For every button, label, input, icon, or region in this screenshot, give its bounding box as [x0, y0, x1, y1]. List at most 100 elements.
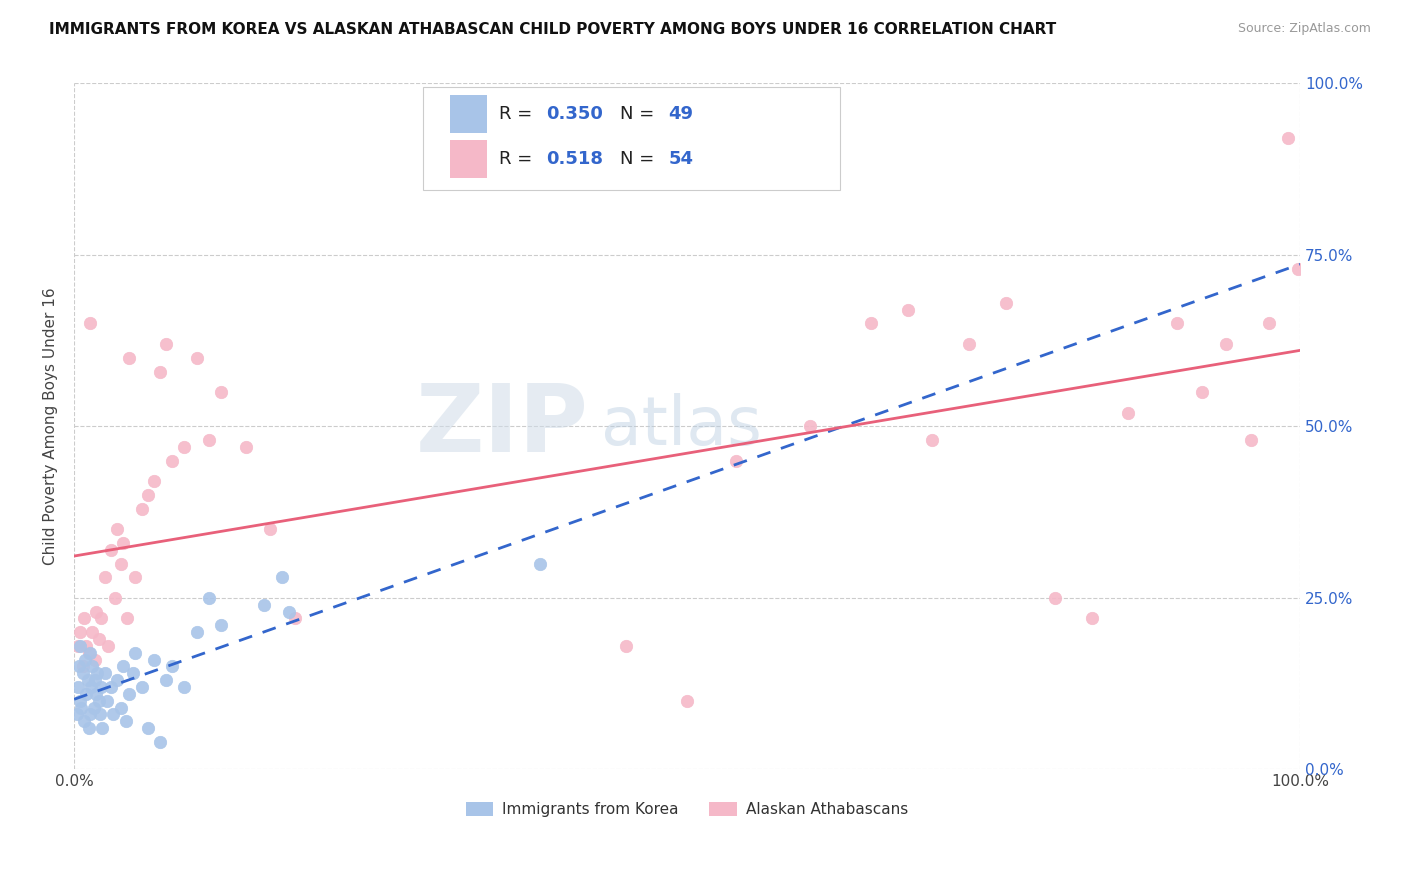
Point — [1258, 317, 1281, 331]
Point — [82, 659, 104, 673]
Text: 0.350: 0.350 — [546, 105, 603, 123]
Point — [118, 687, 141, 701]
Point — [277, 605, 299, 619]
Point — [160, 659, 183, 673]
Point — [97, 639, 120, 653]
Point — [253, 598, 276, 612]
Point — [72, 666, 94, 681]
Point — [90, 611, 112, 625]
Point — [1080, 611, 1102, 625]
Point — [1191, 385, 1213, 400]
Point — [77, 646, 100, 660]
Point — [84, 673, 107, 687]
Point — [859, 317, 882, 331]
Point — [142, 475, 165, 489]
Text: R =: R = — [499, 150, 544, 168]
FancyBboxPatch shape — [423, 87, 841, 190]
Point — [284, 611, 307, 625]
Point — [155, 673, 177, 687]
Point — [75, 652, 97, 666]
Point — [69, 625, 91, 640]
Point — [725, 453, 748, 467]
Text: atlas: atlas — [602, 393, 762, 459]
Point — [198, 433, 221, 447]
Point — [676, 694, 699, 708]
Point — [114, 714, 136, 729]
Point — [131, 501, 153, 516]
Point — [77, 721, 100, 735]
Point — [73, 611, 96, 625]
Text: Source: ZipAtlas.com: Source: ZipAtlas.com — [1237, 22, 1371, 36]
Point — [235, 440, 257, 454]
Point — [897, 302, 920, 317]
Point — [91, 721, 114, 735]
Text: N =: N = — [620, 105, 659, 123]
Point — [79, 646, 101, 660]
Point — [86, 666, 108, 681]
Point — [131, 680, 153, 694]
Point — [84, 652, 107, 666]
Y-axis label: Child Poverty Among Boys Under 16: Child Poverty Among Boys Under 16 — [44, 287, 58, 566]
FancyBboxPatch shape — [450, 95, 488, 133]
Point — [1277, 131, 1299, 145]
Text: R =: R = — [499, 105, 538, 123]
Point — [93, 666, 115, 681]
Point — [67, 659, 90, 673]
Point — [83, 700, 105, 714]
Point — [75, 639, 97, 653]
Point — [96, 694, 118, 708]
Point — [122, 666, 145, 681]
Text: IMMIGRANTS FROM KOREA VS ALASKAN ATHABASCAN CHILD POVERTY AMONG BOYS UNDER 16 CO: IMMIGRANTS FROM KOREA VS ALASKAN ATHABAS… — [49, 22, 1056, 37]
Point — [76, 673, 98, 687]
Point — [155, 337, 177, 351]
Point — [994, 296, 1017, 310]
Point — [921, 433, 943, 447]
Point — [209, 618, 232, 632]
Point — [73, 714, 96, 729]
Point — [1118, 406, 1140, 420]
Point — [136, 721, 159, 735]
Point — [87, 632, 110, 646]
Text: 54: 54 — [669, 150, 693, 168]
Legend: Immigrants from Korea, Alaskan Athabascans: Immigrants from Korea, Alaskan Athabasca… — [460, 796, 914, 823]
Point — [173, 680, 195, 694]
Point — [957, 337, 980, 351]
Point — [614, 639, 637, 653]
Point — [82, 625, 104, 640]
Point — [1215, 337, 1237, 351]
Text: 0.518: 0.518 — [546, 150, 603, 168]
Point — [105, 522, 128, 536]
Point — [87, 694, 110, 708]
Point — [100, 542, 122, 557]
Point — [103, 707, 125, 722]
Point — [103, 591, 125, 605]
Point — [112, 659, 135, 673]
Point — [259, 522, 281, 536]
Point — [160, 453, 183, 467]
Point — [84, 687, 107, 701]
Point — [529, 557, 551, 571]
Point — [115, 611, 138, 625]
Point — [124, 570, 146, 584]
Point — [173, 440, 195, 454]
FancyBboxPatch shape — [450, 140, 488, 178]
Point — [124, 646, 146, 660]
Point — [198, 591, 221, 605]
Point — [1166, 317, 1188, 331]
Point — [136, 488, 159, 502]
Point — [1240, 433, 1263, 447]
Point — [186, 625, 208, 640]
Point — [72, 659, 94, 673]
Point — [1286, 261, 1309, 276]
Point — [100, 680, 122, 694]
Point — [209, 385, 232, 400]
Point — [65, 707, 87, 722]
Point — [271, 570, 294, 584]
Point — [79, 707, 101, 722]
Point — [69, 639, 91, 653]
Point — [149, 735, 172, 749]
Point — [89, 707, 111, 722]
Point — [79, 317, 101, 331]
Point — [1043, 591, 1066, 605]
Point — [90, 680, 112, 694]
